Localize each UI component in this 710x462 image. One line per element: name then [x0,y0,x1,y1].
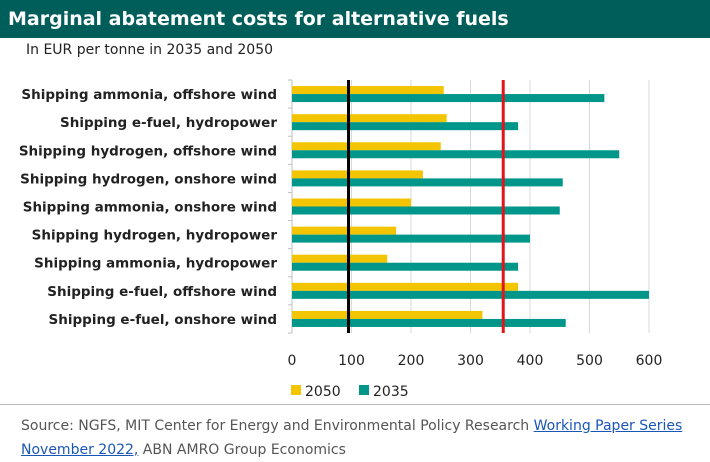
bar-2050 [292,254,388,263]
category-label: Shipping e-fuel, onshore wind [49,312,277,328]
bar-2050 [292,86,444,95]
legend-swatch [359,385,369,395]
x-tick-label: 600 [636,353,663,369]
x-tick-label: 0 [288,353,297,369]
category-label: Shipping ammonia, hydropower [34,256,277,272]
category-label: Shipping e-fuel, hydropower [60,115,277,131]
source-note: Source: NGFS, MIT Center for Energy and … [21,414,691,462]
source-divider [0,404,710,405]
bar-2050 [292,282,519,291]
x-tick-label: 200 [398,353,425,369]
category-label: Shipping e-fuel, offshore wind [47,284,277,300]
category-label: Shipping hydrogen, offshore wind [19,143,277,159]
bar-2035 [292,122,519,131]
x-tick-label: 400 [517,353,544,369]
bar-2050 [292,142,441,151]
legend-swatch [291,385,301,395]
bar-2050 [292,114,447,123]
source-suffix: ABN AMRO Group Economics [138,442,346,458]
category-label: Shipping ammonia, offshore wind [21,87,277,103]
bar-2035 [292,94,605,103]
bar-2035 [292,206,560,215]
bar-2050 [292,170,423,179]
bar-2035 [292,234,530,243]
category-label: Shipping ammonia, onshore wind [23,200,277,216]
chart-subtitle: In EUR per tonne in 2035 and 2050 [26,42,274,58]
category-label: Shipping hydrogen, hydropower [32,228,278,244]
bar-2035 [292,318,566,327]
bar-2050 [292,226,397,235]
x-tick-label: 300 [457,353,484,369]
x-tick-label: 100 [338,353,365,369]
bar-2035 [292,178,563,187]
chart-title: Marginal abatement costs for alternative… [0,0,710,38]
bar-2035 [292,150,620,159]
bar-chart: 0 100 200 300 400 500 600 Shipping ammonia, off… [19,79,663,400]
bar-2035 [292,290,649,299]
bar-2050 [292,198,411,207]
bar-2050 [292,310,483,319]
legend-label: 2035 [373,384,409,400]
legend-label: 2050 [305,384,341,400]
bar-2035 [292,262,519,271]
category-label: Shipping hydrogen, onshore wind [20,171,277,187]
source-prefix: Source: NGFS, MIT Center for Energy and … [21,418,534,434]
x-tick-label: 500 [576,353,603,369]
source-link[interactable]: Working Paper Series November 2022, [21,418,683,458]
